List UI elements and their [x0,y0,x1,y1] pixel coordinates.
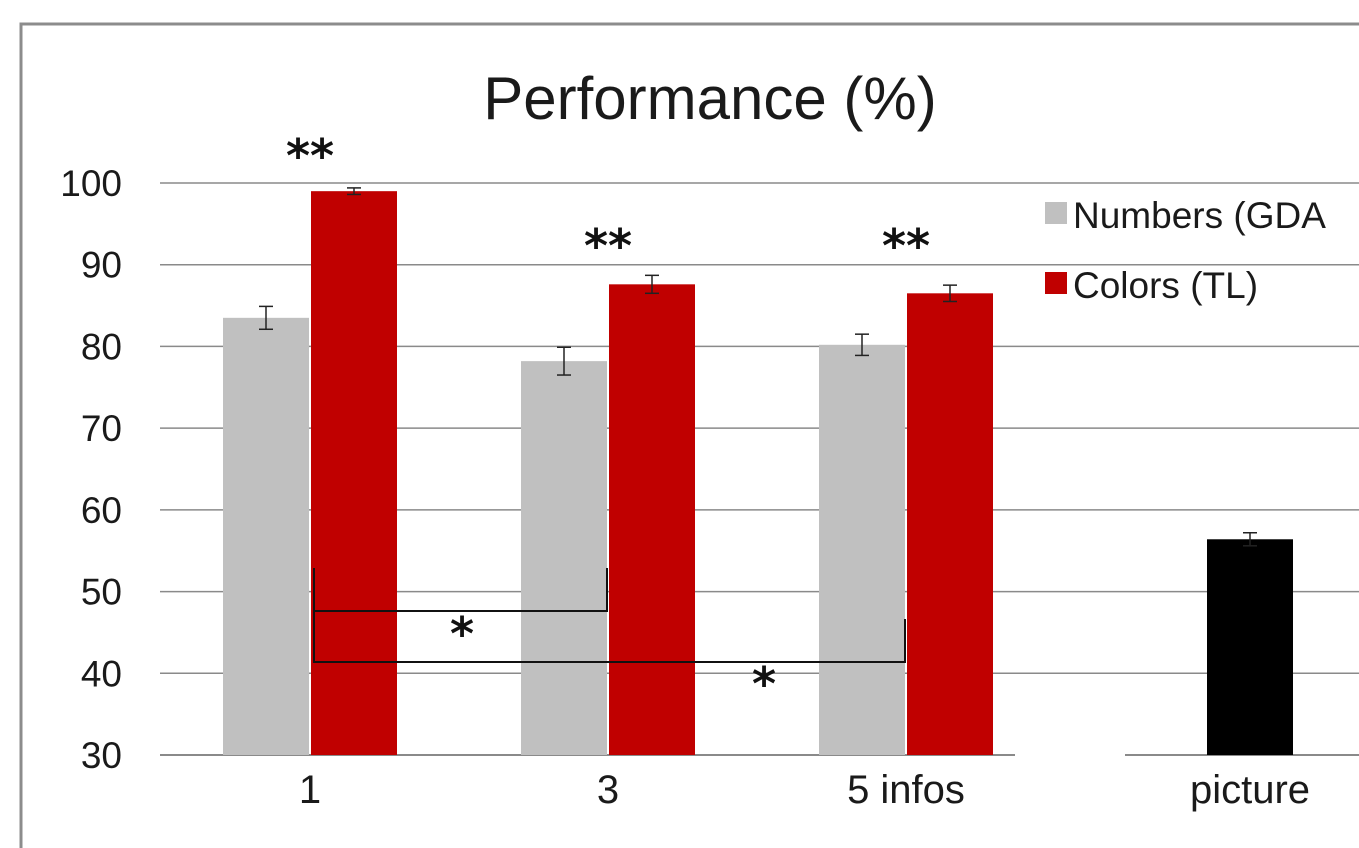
significance-stars-1: ** [584,219,632,273]
y-tick-label-90: 90 [81,245,122,286]
significance-bracket-label-1: * [752,657,776,711]
y-tick-label-70: 70 [81,408,122,449]
y-tick-label-100: 100 [60,163,122,204]
annotations: **** **** [286,129,930,711]
significance-bracket-label-0: * [450,607,474,661]
error-bars [259,187,1257,547]
bar-series2-cat3 [1207,539,1293,755]
y-tick-label-30: 30 [81,735,122,776]
x-category-label-3: picture [1190,768,1310,812]
x-category-label-2: 5 infos [847,768,965,812]
significance-stars-2: ** [882,219,930,273]
significance-stars-0: ** [286,129,334,183]
x-category-label-0: 1 [299,768,321,812]
bar-series0-cat1 [521,361,607,755]
bar-series0-cat2 [819,344,905,755]
legend: Numbers (GDA Colors (TL) [1045,195,1326,306]
legend-swatch-numbers [1045,202,1067,224]
legend-label-colors: Colors (TL) [1073,265,1258,306]
legend-swatch-colors [1045,272,1067,294]
y-tick-label-80: 80 [81,326,122,367]
bar-series1-cat0 [311,191,397,755]
bar-series0-cat0 [223,317,309,755]
axes: 30 40 50 60 70 80 90 100 1 3 5 infos picture [60,163,1359,812]
legend-label-numbers: Numbers (GDA [1073,195,1326,236]
bars [223,191,1293,755]
x-category-label-1: 3 [597,768,619,812]
chart-title: Performance (%) [483,65,936,132]
significance-bracket-1 [313,568,906,663]
bar-series1-cat1 [609,284,695,755]
y-tick-label-40: 40 [81,653,122,694]
bar-series1-cat2 [907,293,993,755]
y-tick-label-50: 50 [81,572,122,613]
y-tick-label-60: 60 [81,490,122,531]
